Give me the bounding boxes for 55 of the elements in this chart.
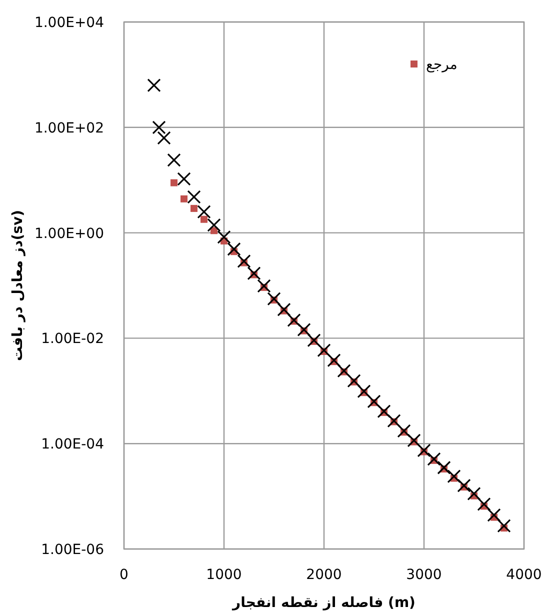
point xyxy=(177,172,191,186)
point xyxy=(477,497,491,511)
point xyxy=(387,414,401,428)
point xyxy=(170,179,178,186)
point xyxy=(297,322,311,336)
point xyxy=(157,131,171,145)
x-tick-label: 2000 xyxy=(306,567,342,583)
point xyxy=(287,313,301,327)
point xyxy=(367,394,381,408)
point xyxy=(497,519,511,533)
point xyxy=(197,205,211,219)
point xyxy=(427,452,441,466)
point xyxy=(200,216,208,223)
x-tick-label: 0 xyxy=(120,567,128,583)
point xyxy=(152,120,166,134)
y-tick-label: 1.00E+04 xyxy=(34,15,104,31)
y-axis-title: دز معادل در بافت(sv) xyxy=(10,210,26,362)
point xyxy=(247,266,261,280)
y-tick-label: 1.00E-06 xyxy=(41,542,104,558)
point xyxy=(317,343,331,358)
y-tick-label: 1.00E+02 xyxy=(34,120,104,136)
point xyxy=(187,190,201,204)
point xyxy=(207,218,221,232)
point xyxy=(487,508,501,522)
point xyxy=(407,434,421,448)
point xyxy=(327,354,341,368)
point xyxy=(217,230,231,244)
point xyxy=(417,444,431,458)
x-tick-label: 1000 xyxy=(206,567,242,583)
point xyxy=(237,254,251,268)
point xyxy=(347,374,361,388)
point xyxy=(467,486,481,501)
x-axis-title: فاصله از نقطه انفجار (m) xyxy=(232,595,416,611)
point xyxy=(277,302,291,316)
point xyxy=(457,478,471,492)
y-tick-label: 1.00E+00 xyxy=(34,226,104,242)
y-tick-label: 1.00E-02 xyxy=(41,331,104,348)
point xyxy=(437,460,451,474)
point xyxy=(307,334,321,348)
point xyxy=(397,424,411,438)
point xyxy=(267,292,281,306)
point xyxy=(377,404,391,418)
x-tick-label: 4000 xyxy=(506,567,542,583)
point xyxy=(337,364,351,378)
point xyxy=(190,204,198,212)
y-tick-label: 1.00E-04 xyxy=(41,436,104,453)
point xyxy=(257,279,271,293)
point xyxy=(180,195,188,202)
point xyxy=(147,78,161,92)
legend-label: مرجع xyxy=(426,57,458,73)
x-tick-label: 3000 xyxy=(406,567,442,583)
point xyxy=(167,153,181,167)
point xyxy=(227,242,241,256)
point xyxy=(357,384,371,398)
point xyxy=(447,469,461,484)
